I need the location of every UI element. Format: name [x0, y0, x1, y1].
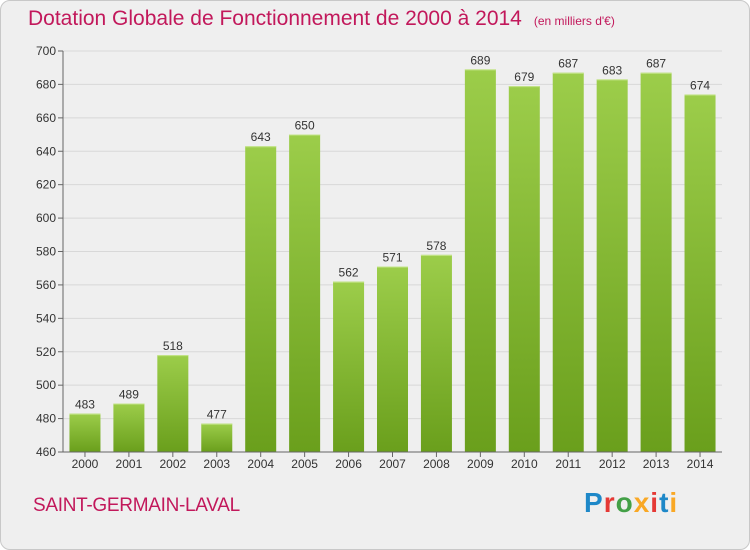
x-tick-label: 2007: [379, 457, 406, 471]
x-tick-label: 2010: [511, 457, 538, 471]
x-tick-label: 2006: [335, 457, 362, 471]
logo-letter: o: [615, 487, 634, 518]
logo-letter: i: [650, 487, 660, 518]
data-label: 578: [426, 239, 446, 253]
bar: [289, 134, 321, 452]
x-axis: 2000 2001 2002 2003 2004 2005 2006 2007 2008 2009…: [63, 451, 722, 471]
x-tick-label: 2000: [72, 457, 99, 471]
data-label: 687: [646, 57, 666, 71]
data-label: 477: [207, 408, 227, 422]
bar: [508, 86, 540, 453]
bar: [157, 355, 189, 452]
data-label: 674: [690, 78, 710, 92]
y-tick-label: 680: [36, 77, 56, 91]
x-tick-label: 2014: [687, 457, 714, 471]
logo-letter: P: [584, 487, 604, 518]
x-tick-label: 2009: [467, 457, 494, 471]
bar: [333, 281, 365, 452]
y-tick-label: 660: [36, 111, 56, 125]
bar: [684, 94, 716, 453]
data-label: 683: [602, 63, 622, 77]
chart-subtitle: (en milliers d'€): [533, 14, 615, 28]
bar: [377, 266, 408, 452]
y-tick-label: 640: [36, 144, 56, 158]
data-label: 650: [295, 119, 315, 133]
data-label: 489: [119, 388, 139, 402]
y-tick-label: 560: [36, 278, 56, 292]
x-tick-label: 2012: [599, 457, 626, 471]
logo-letter: x: [633, 487, 651, 518]
x-tick-label: 2004: [247, 457, 274, 471]
data-label: 562: [339, 266, 359, 280]
data-label: 518: [163, 339, 183, 353]
data-label: 571: [382, 251, 402, 265]
commune-name: SAINT-GERMAIN-LAVAL: [33, 495, 240, 516]
bar: [245, 146, 277, 453]
y-tick-label: 500: [36, 378, 56, 392]
bars: [69, 69, 716, 453]
y-tick-label: 580: [36, 245, 56, 259]
chart-title: Dotation Globale de Fonctionnement de 20…: [28, 7, 522, 30]
data-label: 643: [251, 130, 271, 144]
data-label: 483: [75, 398, 95, 412]
bar: [464, 69, 496, 453]
bar: [596, 79, 628, 452]
x-tick-label: 2011: [555, 457, 581, 471]
data-labels: 483 489 518 477 643 650 562 571 578 689 679 687 683 6…: [75, 53, 710, 421]
bar: [420, 254, 452, 452]
x-tick-label: 2001: [116, 457, 143, 471]
x-tick-label: 2003: [203, 457, 230, 471]
data-label: 689: [470, 53, 490, 67]
x-tick-label: 2008: [423, 457, 450, 471]
bar: [552, 72, 584, 453]
chart-title-block: Dotation Globale de Fonctionnement de 20…: [28, 7, 615, 31]
data-label: 687: [558, 57, 578, 71]
y-tick-label: 620: [36, 178, 56, 192]
x-tick-label: 2002: [159, 457, 186, 471]
y-tick-label: 600: [36, 211, 56, 225]
bar: [113, 403, 145, 452]
y-tick-label: 520: [36, 345, 56, 359]
x-tick-label: 2013: [643, 457, 670, 471]
logo-letter: t: [659, 487, 670, 518]
y-tick-label: 540: [36, 311, 56, 325]
y-axis: 460 480 500 520 540 560 580 600 620 640 660 680 700: [36, 44, 64, 459]
x-tick-label: 2005: [291, 457, 318, 471]
y-tick-label: 700: [36, 44, 56, 58]
bar: [201, 423, 233, 452]
y-tick-label: 480: [36, 412, 56, 426]
logo-letter: i: [669, 487, 679, 518]
bar: [69, 413, 101, 452]
data-label: 679: [514, 70, 534, 84]
bar: [640, 72, 672, 453]
logo-letter: r: [603, 487, 616, 518]
y-tick-label: 460: [36, 445, 56, 459]
proxiti-logo[interactable]: Proxiti: [584, 487, 678, 519]
